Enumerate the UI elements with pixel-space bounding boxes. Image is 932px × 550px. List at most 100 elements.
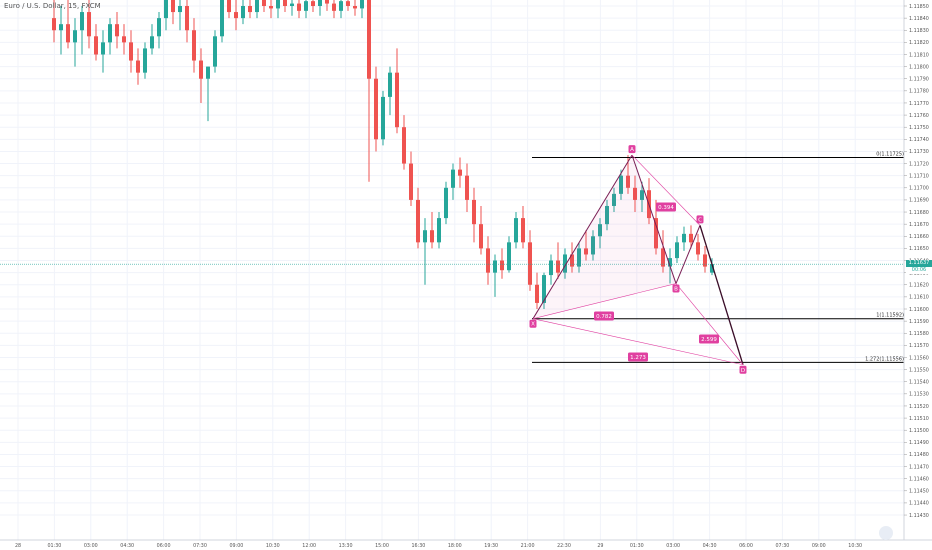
price-tick-label: 1.11690 xyxy=(909,198,929,204)
candle-body xyxy=(276,0,280,9)
candle-body xyxy=(437,218,441,243)
candle-body xyxy=(395,72,399,128)
candle-body xyxy=(213,36,217,67)
countdown-label: 00:06 xyxy=(906,267,932,275)
pattern-leg xyxy=(675,283,744,365)
candle-body xyxy=(304,1,308,11)
time-tick-label: 10:30 xyxy=(266,543,280,549)
tradingview-logo-icon[interactable] xyxy=(879,526,893,540)
price-axis-bg xyxy=(904,0,932,550)
time-tick-label: 13:30 xyxy=(339,543,353,549)
pattern-point-label: C xyxy=(698,217,702,223)
time-tick-label: 16:30 xyxy=(411,543,425,549)
candle-body xyxy=(430,230,434,243)
candle-body xyxy=(206,66,210,79)
candle-body xyxy=(367,0,371,79)
candle-body xyxy=(416,199,420,243)
candlestick-series xyxy=(0,0,904,309)
harmonic-pattern[interactable]: X A B C D 0.394 0.782 2.599 1.273 xyxy=(529,145,747,374)
candle-body xyxy=(374,78,378,140)
candle-body xyxy=(178,6,182,13)
candle-body xyxy=(458,169,462,176)
price-tick-label: 1.11680 xyxy=(909,210,929,216)
candle-body xyxy=(283,0,287,7)
candle-body xyxy=(129,42,133,61)
price-tick-label: 1.11800 xyxy=(909,64,929,70)
pattern-point-label: X xyxy=(531,322,535,328)
candle-body xyxy=(108,24,112,43)
candle-body xyxy=(332,3,336,11)
pattern-point-badge xyxy=(628,145,636,154)
candle-body xyxy=(605,205,609,225)
time-tick-label: 04:30 xyxy=(703,543,717,549)
candle-body xyxy=(80,12,84,31)
candle-body xyxy=(591,236,595,255)
candle-body xyxy=(570,254,574,267)
fib-level-label: 1.272(1.11556) xyxy=(865,356,904,362)
candle-body xyxy=(87,12,91,37)
time-tick-label: 28 xyxy=(15,543,21,549)
pattern-ratio-badge xyxy=(628,352,648,362)
candle-body xyxy=(521,218,525,243)
candle-body xyxy=(682,233,686,243)
candle-body xyxy=(563,254,567,273)
candle-body xyxy=(143,48,147,73)
pattern-leg xyxy=(675,225,701,284)
pattern-point-badge xyxy=(672,284,680,293)
price-tick-label: 1.11730 xyxy=(909,149,929,155)
candle-body xyxy=(185,6,189,31)
fib-level-label: 1(1.11592) xyxy=(876,313,904,319)
pattern-leg xyxy=(631,154,701,226)
candle-body xyxy=(325,0,329,4)
price-tick-label: 1.11620 xyxy=(909,283,929,289)
price-tick-label: 1.11780 xyxy=(909,89,929,95)
candle-body xyxy=(451,169,455,188)
candle-body xyxy=(381,96,385,140)
price-tick-label: 1.11830 xyxy=(909,28,929,34)
price-tick-label: 1.11550 xyxy=(909,367,929,373)
candle-body xyxy=(115,24,119,37)
pattern-fill-xab xyxy=(533,155,676,319)
candle-body xyxy=(675,242,679,259)
candle-body xyxy=(402,127,406,164)
price-tick-label: 1.11520 xyxy=(909,404,929,410)
candle-body xyxy=(360,0,364,9)
pattern-point-label: A xyxy=(630,147,634,153)
candle-body xyxy=(472,199,476,225)
candle-body xyxy=(150,36,154,49)
candle-body xyxy=(542,275,546,303)
time-tick-label: 12:00 xyxy=(302,543,316,549)
price-tick-label: 1.11440 xyxy=(909,501,929,507)
candle-body xyxy=(409,163,413,200)
pattern-leg xyxy=(699,225,744,365)
candle-body xyxy=(136,60,140,73)
pattern-point-badge xyxy=(739,365,747,374)
candle-body xyxy=(52,18,56,31)
candle-body xyxy=(59,24,63,31)
candle-body xyxy=(227,0,231,13)
candle-body xyxy=(122,36,126,43)
candle-body xyxy=(388,72,392,97)
pattern-ratio-label: 2.599 xyxy=(701,337,717,343)
time-tick-label: 19:30 xyxy=(484,543,498,549)
price-axis[interactable]: 1.11850 1.11840 1.11830 1.11820 1.11810 1.118… xyxy=(903,0,932,550)
candle-body xyxy=(640,190,644,200)
time-tick-label: 15:00 xyxy=(375,543,389,549)
time-tick-label: 22:30 xyxy=(557,543,571,549)
pattern-leg xyxy=(532,154,633,319)
candle-body xyxy=(507,242,511,271)
candle-body xyxy=(703,254,707,267)
candle-body xyxy=(199,60,203,79)
price-tick-label: 1.11650 xyxy=(909,246,929,252)
candle-body xyxy=(297,3,301,11)
pattern-ratio-label: 0.394 xyxy=(658,205,674,211)
candle-body xyxy=(353,6,357,9)
candle-body xyxy=(710,264,714,273)
candle-body xyxy=(164,0,168,19)
price-tick-label: 1.11600 xyxy=(909,307,929,313)
price-tick-label: 1.11500 xyxy=(909,428,929,434)
candle-body xyxy=(269,6,273,9)
candle-body xyxy=(346,1,350,6)
time-axis[interactable]: 28 01:30 03:00 04:30 06:00 07:30 09:00 10:30 12:… xyxy=(0,539,932,549)
